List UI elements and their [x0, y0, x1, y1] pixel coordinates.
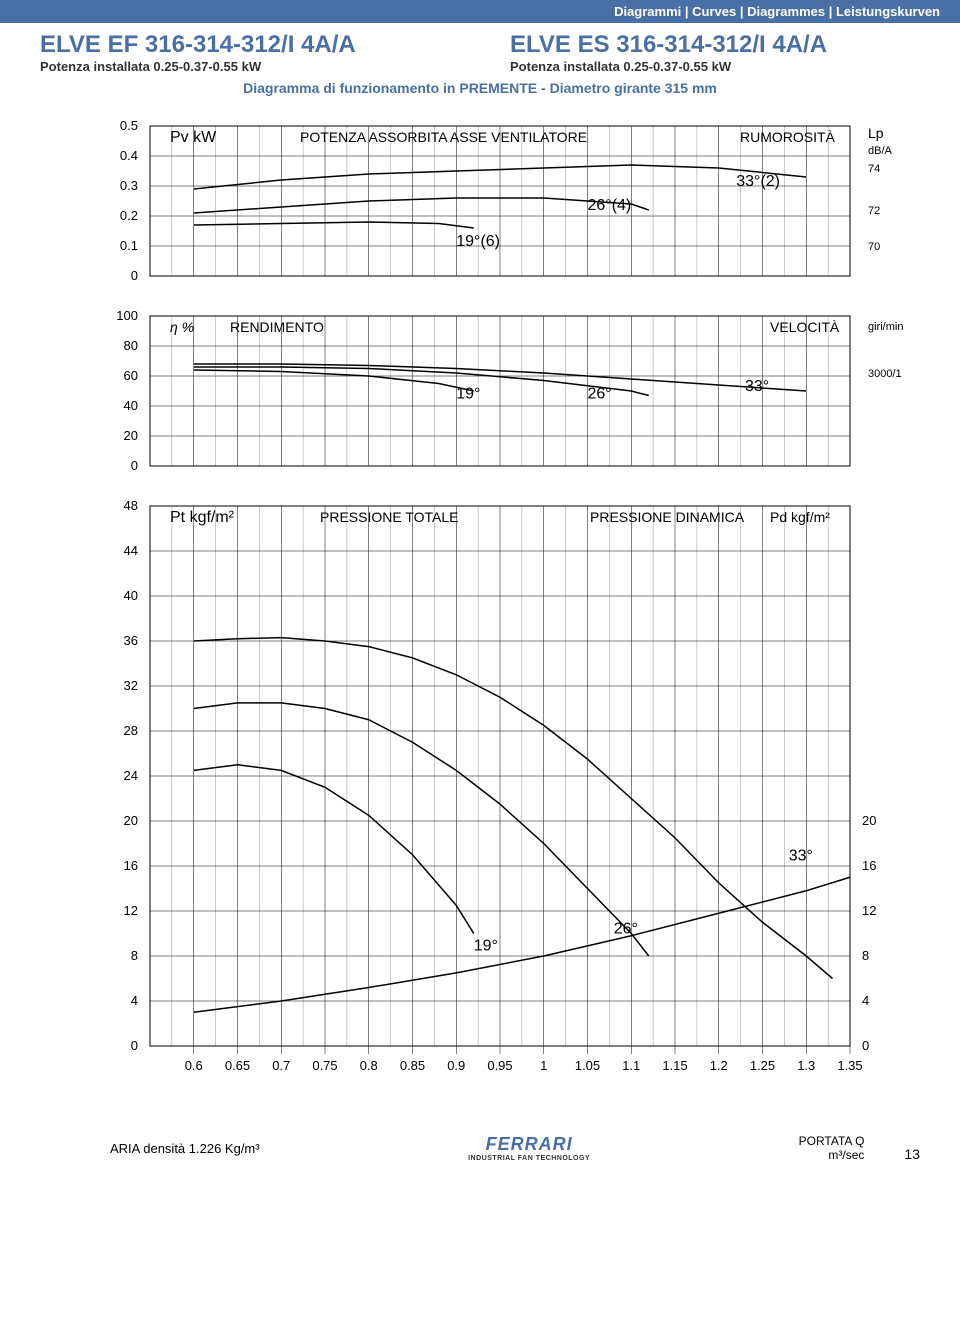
svg-text:72: 72 [868, 205, 880, 217]
svg-text:0.75: 0.75 [312, 1058, 337, 1073]
title-left-main: ELVE EF 316-314-312/I 4A/A [40, 31, 450, 59]
svg-text:1.2: 1.2 [710, 1058, 728, 1073]
svg-text:48: 48 [124, 498, 138, 513]
svg-text:40: 40 [124, 398, 138, 413]
svg-text:40: 40 [124, 588, 138, 603]
svg-text:0.8: 0.8 [360, 1058, 378, 1073]
subtitle: Diagramma di funzionamento in PREMENTE -… [0, 74, 960, 116]
svg-text:8: 8 [862, 948, 869, 963]
svg-text:16: 16 [862, 858, 876, 873]
svg-text:1.05: 1.05 [575, 1058, 600, 1073]
footer-air-density: ARIA densità 1.226 Kg/m³ [110, 1141, 260, 1156]
svg-text:16: 16 [124, 858, 138, 873]
svg-text:20: 20 [124, 428, 138, 443]
svg-text:1: 1 [540, 1058, 547, 1073]
footer: ARIA densità 1.226 Kg/m³ FERRARI INDUSTR… [0, 1126, 960, 1182]
x-axis-right-label: PORTATA Q m³/sec [799, 1134, 865, 1162]
svg-text:PRESSIONE DINAMICA: PRESSIONE DINAMICA [590, 509, 745, 525]
svg-text:Pd kgf/m²: Pd kgf/m² [770, 509, 830, 525]
svg-text:3000/1: 3000/1 [868, 368, 902, 380]
svg-text:70: 70 [868, 241, 880, 253]
title-right: ELVE ES 316-314-312/I 4A/A Potenza insta… [510, 31, 920, 74]
svg-text:33°: 33° [789, 847, 813, 864]
svg-text:33°: 33° [745, 378, 769, 395]
svg-text:0: 0 [131, 458, 138, 473]
svg-text:26°: 26° [614, 921, 638, 938]
svg-text:26°(4): 26°(4) [588, 197, 632, 214]
svg-text:Pv kW: Pv kW [170, 129, 217, 146]
svg-text:Lp: Lp [868, 125, 884, 141]
svg-text:0.4: 0.4 [120, 148, 138, 163]
svg-text:Pt kgf/m²: Pt kgf/m² [170, 509, 235, 526]
svg-text:1.3: 1.3 [797, 1058, 815, 1073]
svg-text:20: 20 [862, 813, 876, 828]
svg-text:74: 74 [868, 163, 880, 175]
svg-text:80: 80 [124, 338, 138, 353]
svg-text:1.15: 1.15 [662, 1058, 687, 1073]
svg-text:12: 12 [862, 903, 876, 918]
svg-text:26°: 26° [588, 386, 612, 403]
title-right-main: ELVE ES 316-314-312/I 4A/A [510, 31, 920, 59]
svg-text:12: 12 [124, 903, 138, 918]
svg-text:0.3: 0.3 [120, 178, 138, 193]
svg-text:0.5: 0.5 [120, 118, 138, 133]
svg-text:VELOCITÀ: VELOCITÀ [770, 319, 840, 335]
svg-text:32: 32 [124, 678, 138, 693]
svg-text:4: 4 [862, 993, 869, 1008]
portata-unit: m³/sec [799, 1148, 865, 1162]
svg-text:20: 20 [124, 813, 138, 828]
svg-text:8: 8 [131, 948, 138, 963]
svg-text:36: 36 [124, 633, 138, 648]
title-row: ELVE EF 316-314-312/I 4A/A Potenza insta… [0, 23, 960, 74]
svg-text:1.35: 1.35 [837, 1058, 862, 1073]
svg-text:0.85: 0.85 [400, 1058, 425, 1073]
chart-svg: 0 0.1 0.2 0.3 0.4 0.5 33°(2) 26°(4) 19°(6) 74 72 70… [40, 116, 920, 1126]
svg-text:RUMOROSITÀ: RUMOROSITÀ [740, 129, 836, 145]
svg-text:44: 44 [124, 543, 138, 558]
title-left: ELVE EF 316-314-312/I 4A/A Potenza insta… [40, 31, 450, 74]
svg-text:24: 24 [124, 768, 138, 783]
title-left-sub: Potenza installata 0.25-0.37-0.55 kW [40, 59, 450, 74]
svg-text:dB/A: dB/A [868, 145, 893, 157]
header-bar: Diagrammi | Curves | Diagrammes | Leistu… [0, 0, 960, 23]
svg-text:0: 0 [131, 268, 138, 283]
svg-text:28: 28 [124, 723, 138, 738]
svg-text:100: 100 [116, 308, 138, 323]
logo-subtext: INDUSTRIAL FAN TECHNOLOGY [468, 1155, 590, 1162]
logo-text: FERRARI [468, 1134, 590, 1155]
svg-text:60: 60 [124, 368, 138, 383]
svg-text:0.65: 0.65 [225, 1058, 250, 1073]
chart-area: 0 0.1 0.2 0.3 0.4 0.5 33°(2) 26°(4) 19°(6) 74 72 70… [0, 116, 960, 1126]
footer-logo: FERRARI INDUSTRIAL FAN TECHNOLOGY [468, 1134, 590, 1162]
svg-text:0.2: 0.2 [120, 208, 138, 223]
svg-text:4: 4 [131, 993, 138, 1008]
svg-text:RENDIMENTO: RENDIMENTO [230, 319, 324, 335]
svg-text:0.95: 0.95 [487, 1058, 512, 1073]
svg-text:0.1: 0.1 [120, 238, 138, 253]
svg-text:33°(2): 33°(2) [736, 173, 780, 190]
svg-text:0: 0 [862, 1038, 869, 1053]
svg-text:1.25: 1.25 [750, 1058, 775, 1073]
portata-label: PORTATA Q [799, 1134, 865, 1148]
svg-text:0.9: 0.9 [447, 1058, 465, 1073]
svg-text:1.1: 1.1 [622, 1058, 640, 1073]
svg-text:0.7: 0.7 [272, 1058, 290, 1073]
svg-text:POTENZA ASSORBITA ASSE VENTILA: POTENZA ASSORBITA ASSE VENTILATORE [300, 129, 587, 145]
title-right-sub: Potenza installata 0.25-0.37-0.55 kW [510, 59, 920, 74]
svg-text:giri/min: giri/min [868, 321, 903, 333]
svg-text:19°: 19° [474, 937, 498, 954]
svg-text:0: 0 [131, 1038, 138, 1053]
page-number: 13 [904, 1146, 920, 1162]
svg-text:η %: η % [170, 319, 194, 335]
svg-text:0.6: 0.6 [185, 1058, 203, 1073]
svg-text:19°(6): 19°(6) [456, 233, 500, 250]
svg-text:19°: 19° [456, 386, 480, 403]
svg-text:PRESSIONE TOTALE: PRESSIONE TOTALE [320, 509, 459, 525]
